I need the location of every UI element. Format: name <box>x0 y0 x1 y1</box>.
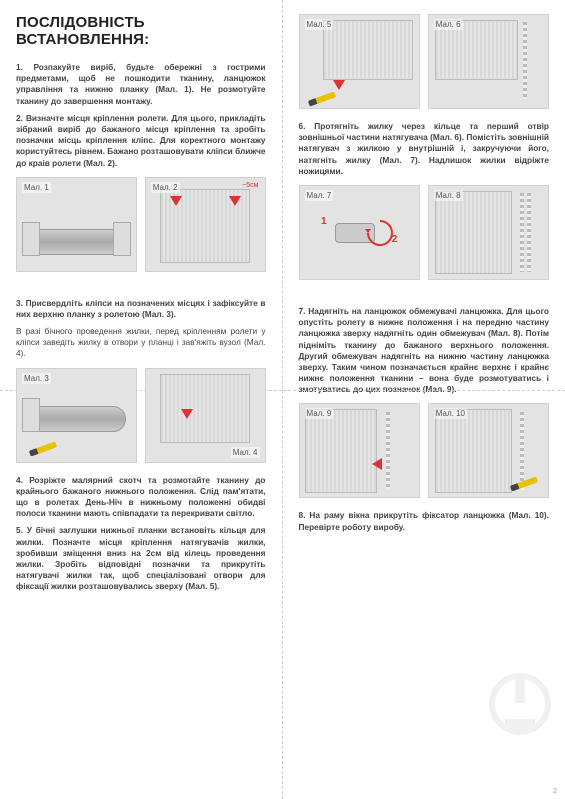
right-column: Мал. 5 Мал. 6 6. Протягніть жилку через … <box>283 0 565 799</box>
fig-row-7-8: Мал. 7 1 2 Мал. 8 <box>299 185 550 280</box>
fig-row-1-2: Мал. 1 Мал. 2 ~5см <box>16 177 266 272</box>
fig3-label: Мал. 3 <box>22 373 51 384</box>
page-number: 2 <box>553 788 557 795</box>
fig8-label: Мал. 8 <box>434 190 463 201</box>
page-title: ПОСЛІДОВНІСТЬ ВСТАНОВЛЕННЯ: <box>16 14 266 48</box>
figure-6: Мал. 6 <box>428 14 549 109</box>
step-3b: В разі бічного проведення жилки, перед к… <box>16 326 266 360</box>
fig6-label: Мал. 6 <box>434 19 463 30</box>
figure-1: Мал. 1 <box>16 177 137 272</box>
fig-row-5-6: Мал. 5 Мал. 6 <box>299 14 550 109</box>
figure-7: Мал. 7 1 2 <box>299 185 420 280</box>
figure-2: Мал. 2 ~5см <box>145 177 266 272</box>
fig4-label: Мал. 4 <box>231 447 260 458</box>
fig5-label: Мал. 5 <box>305 19 334 30</box>
figure-4: Мал. 4 <box>145 368 266 463</box>
fig9-label: Мал. 9 <box>305 408 334 419</box>
figure-3: Мал. 3 <box>16 368 137 463</box>
step-2: 2. Визначте місця кріплення ролети. Для … <box>16 113 266 169</box>
fig2-label: Мал. 2 <box>151 182 180 193</box>
step-4: 4. Розріжте малярний скотч та розмотайте… <box>16 475 266 520</box>
figure-8: Мал. 8 <box>428 185 549 280</box>
figure-9: Мал. 9 <box>299 403 420 498</box>
step-1: 1. Розпакуйте виріб, будьте обережні з г… <box>16 62 266 107</box>
fig-row-3-4: Мал. 3 Мал. 4 <box>16 368 266 463</box>
step-3: 3. Присвердліть кліпси на позначених міс… <box>16 298 266 320</box>
watermark-icon <box>485 669 555 739</box>
step-6: 6. Протягніть жилку через кільце та перш… <box>299 121 550 177</box>
step-5: 5. У бічні заглушки нижньої планки встан… <box>16 525 266 592</box>
figure-5: Мал. 5 <box>299 14 420 109</box>
figure-10: Мал. 10 <box>428 403 549 498</box>
fig10-label: Мал. 10 <box>434 408 467 419</box>
step-7: 7. Надягніть на ланцюжок обмежувачі ланц… <box>299 306 550 396</box>
left-column: ПОСЛІДОВНІСТЬ ВСТАНОВЛЕННЯ: 1. Розпакуйт… <box>0 0 283 799</box>
fig1-label: Мал. 1 <box>22 182 51 193</box>
fig7-label: Мал. 7 <box>305 190 334 201</box>
step-8: 8. На раму вікна прикрутіть фіксатор лан… <box>299 510 550 532</box>
fig-row-9-10: Мал. 9 Мал. 10 <box>299 403 550 498</box>
